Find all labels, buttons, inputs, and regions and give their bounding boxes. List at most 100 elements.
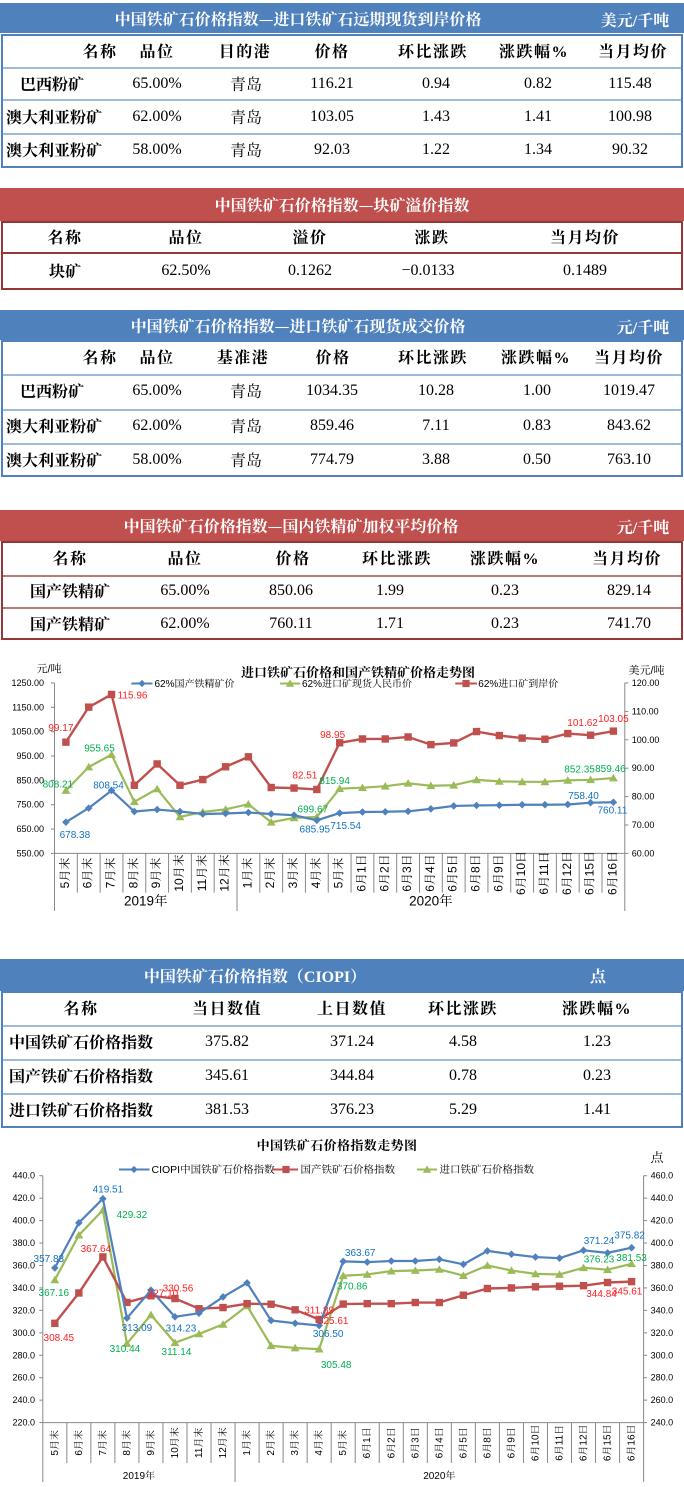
svg-text:6月12日: 6月12日	[558, 851, 575, 895]
svg-text:6月16日: 6月16日	[623, 1424, 638, 1461]
svg-text:6月3日: 6月3日	[406, 1427, 421, 1458]
svg-text:12月末: 12月末	[214, 1427, 229, 1458]
svg-text:70.00: 70.00	[632, 818, 655, 831]
svg-text:9月末: 9月末	[142, 1430, 157, 1456]
svg-text:120.00: 120.00	[632, 676, 660, 689]
svg-text:320.0: 320.0	[12, 1303, 35, 1316]
svg-text:6月8日: 6月8日	[467, 854, 484, 891]
svg-text:点: 点	[650, 1147, 663, 1166]
svg-text:6月1日: 6月1日	[358, 1427, 373, 1458]
svg-text:699.67: 699.67	[298, 800, 329, 815]
svg-text:2019年: 2019年	[124, 890, 168, 910]
svg-text:1月末: 1月末	[238, 858, 255, 889]
svg-text:6月2日: 6月2日	[382, 1427, 397, 1458]
svg-text:371.24: 371.24	[584, 1232, 615, 1247]
svg-text:367.64: 367.64	[81, 1240, 112, 1255]
svg-text:6月9日: 6月9日	[502, 1427, 517, 1458]
svg-text:685.95: 685.95	[300, 820, 331, 835]
svg-text:6月5日: 6月5日	[454, 1427, 469, 1458]
svg-text:1250.00: 1250.00	[11, 676, 44, 689]
svg-text:220.0: 220.0	[12, 1416, 35, 1429]
svg-text:715.54: 715.54	[330, 817, 361, 832]
svg-text:11月末: 11月末	[190, 1428, 205, 1458]
svg-text:6月15日: 6月15日	[599, 1424, 614, 1461]
svg-text:5月末: 5月末	[330, 858, 347, 889]
svg-text:6月10日: 6月10日	[526, 1424, 541, 1461]
svg-text:62%进口矿现货人民币价: 62%进口矿现货人民币价	[302, 675, 412, 690]
svg-text:363.67: 363.67	[345, 1244, 376, 1259]
svg-text:400.0: 400.0	[651, 1236, 674, 1249]
svg-text:306.50: 306.50	[313, 1325, 344, 1340]
svg-text:320.0: 320.0	[651, 1326, 674, 1339]
svg-text:429.32: 429.32	[117, 1206, 148, 1221]
svg-text:6月11日: 6月11日	[535, 851, 552, 894]
svg-text:103.05: 103.05	[598, 710, 629, 725]
svg-text:美元/吨: 美元/吨	[628, 662, 664, 678]
svg-text:2月末: 2月末	[261, 858, 278, 889]
svg-text:2020年: 2020年	[409, 890, 453, 910]
svg-text:344.84: 344.84	[586, 1285, 617, 1300]
svg-text:750.00: 750.00	[16, 798, 44, 811]
svg-text:357.83: 357.83	[34, 1250, 65, 1265]
svg-text:370.86: 370.86	[337, 1278, 368, 1293]
svg-text:6月2日: 6月2日	[375, 854, 392, 891]
svg-text:330.56: 330.56	[163, 1280, 194, 1295]
svg-text:3月末: 3月末	[284, 858, 301, 889]
svg-text:100.00: 100.00	[632, 733, 660, 746]
svg-text:5月末: 5月末	[56, 858, 73, 889]
svg-text:3月末: 3月末	[286, 1430, 301, 1456]
svg-text:8月末: 8月末	[124, 858, 141, 889]
svg-text:6月3日: 6月3日	[398, 854, 415, 891]
svg-text:6月16日: 6月16日	[603, 851, 620, 895]
svg-text:360.0: 360.0	[12, 1258, 35, 1271]
svg-text:345.61: 345.61	[612, 1283, 643, 1298]
svg-text:6月1日: 6月1日	[352, 854, 369, 891]
svg-text:12月末: 12月末	[216, 854, 233, 891]
svg-text:310.44: 310.44	[110, 1340, 141, 1355]
svg-text:元/吨: 元/吨	[36, 661, 61, 677]
svg-text:60.00: 60.00	[632, 846, 655, 859]
svg-text:6月15日: 6月15日	[581, 851, 598, 895]
svg-text:300.0: 300.0	[12, 1326, 35, 1339]
svg-text:420.0: 420.0	[651, 1214, 674, 1227]
svg-text:400.0: 400.0	[12, 1214, 35, 1227]
svg-text:11月末: 11月末	[193, 855, 210, 891]
svg-text:280.0: 280.0	[12, 1348, 35, 1361]
svg-text:808.21: 808.21	[43, 776, 74, 791]
svg-text:375.82: 375.82	[614, 1227, 645, 1242]
svg-text:678.38: 678.38	[60, 826, 91, 841]
svg-text:850.00: 850.00	[16, 773, 44, 786]
svg-text:650.00: 650.00	[16, 822, 44, 835]
svg-text:327.10: 327.10	[148, 1284, 179, 1299]
svg-text:240.0: 240.0	[12, 1393, 35, 1406]
svg-text:440.0: 440.0	[651, 1191, 674, 1204]
svg-text:758.40: 758.40	[568, 787, 599, 802]
svg-text:340.0: 340.0	[12, 1281, 35, 1294]
svg-text:国产铁矿石价格指数: 国产铁矿石价格指数	[301, 1162, 396, 1177]
svg-text:4月末: 4月末	[307, 858, 324, 889]
svg-text:367.16: 367.16	[39, 1284, 70, 1299]
svg-text:1月末: 1月末	[238, 1430, 253, 1456]
svg-text:380.0: 380.0	[651, 1258, 674, 1271]
svg-text:381.53: 381.53	[616, 1249, 647, 1264]
svg-text:380.0: 380.0	[12, 1236, 35, 1249]
svg-text:5月末: 5月末	[334, 1430, 349, 1456]
svg-text:80.00: 80.00	[632, 790, 655, 803]
svg-text:6月末: 6月末	[79, 858, 96, 889]
svg-text:6月4日: 6月4日	[421, 854, 438, 891]
svg-text:311.14: 311.14	[162, 1343, 192, 1358]
svg-text:98.95: 98.95	[320, 726, 345, 741]
svg-text:311.89: 311.89	[304, 1301, 334, 1316]
svg-text:10月末: 10月末	[166, 1427, 181, 1458]
svg-text:2月末: 2月末	[262, 1430, 277, 1456]
svg-text:360.0: 360.0	[651, 1281, 674, 1294]
svg-text:6月末: 6月末	[70, 1430, 85, 1456]
svg-text:280.0: 280.0	[651, 1371, 674, 1384]
svg-text:2020年: 2020年	[423, 1467, 455, 1482]
svg-text:62%国产铁精矿价: 62%国产铁精矿价	[155, 675, 235, 690]
svg-text:852.35: 852.35	[564, 760, 595, 775]
svg-text:4月末: 4月末	[310, 1430, 325, 1456]
svg-text:240.0: 240.0	[651, 1416, 674, 1429]
svg-text:760.11: 760.11	[597, 801, 627, 816]
svg-text:9月末: 9月末	[147, 858, 164, 889]
